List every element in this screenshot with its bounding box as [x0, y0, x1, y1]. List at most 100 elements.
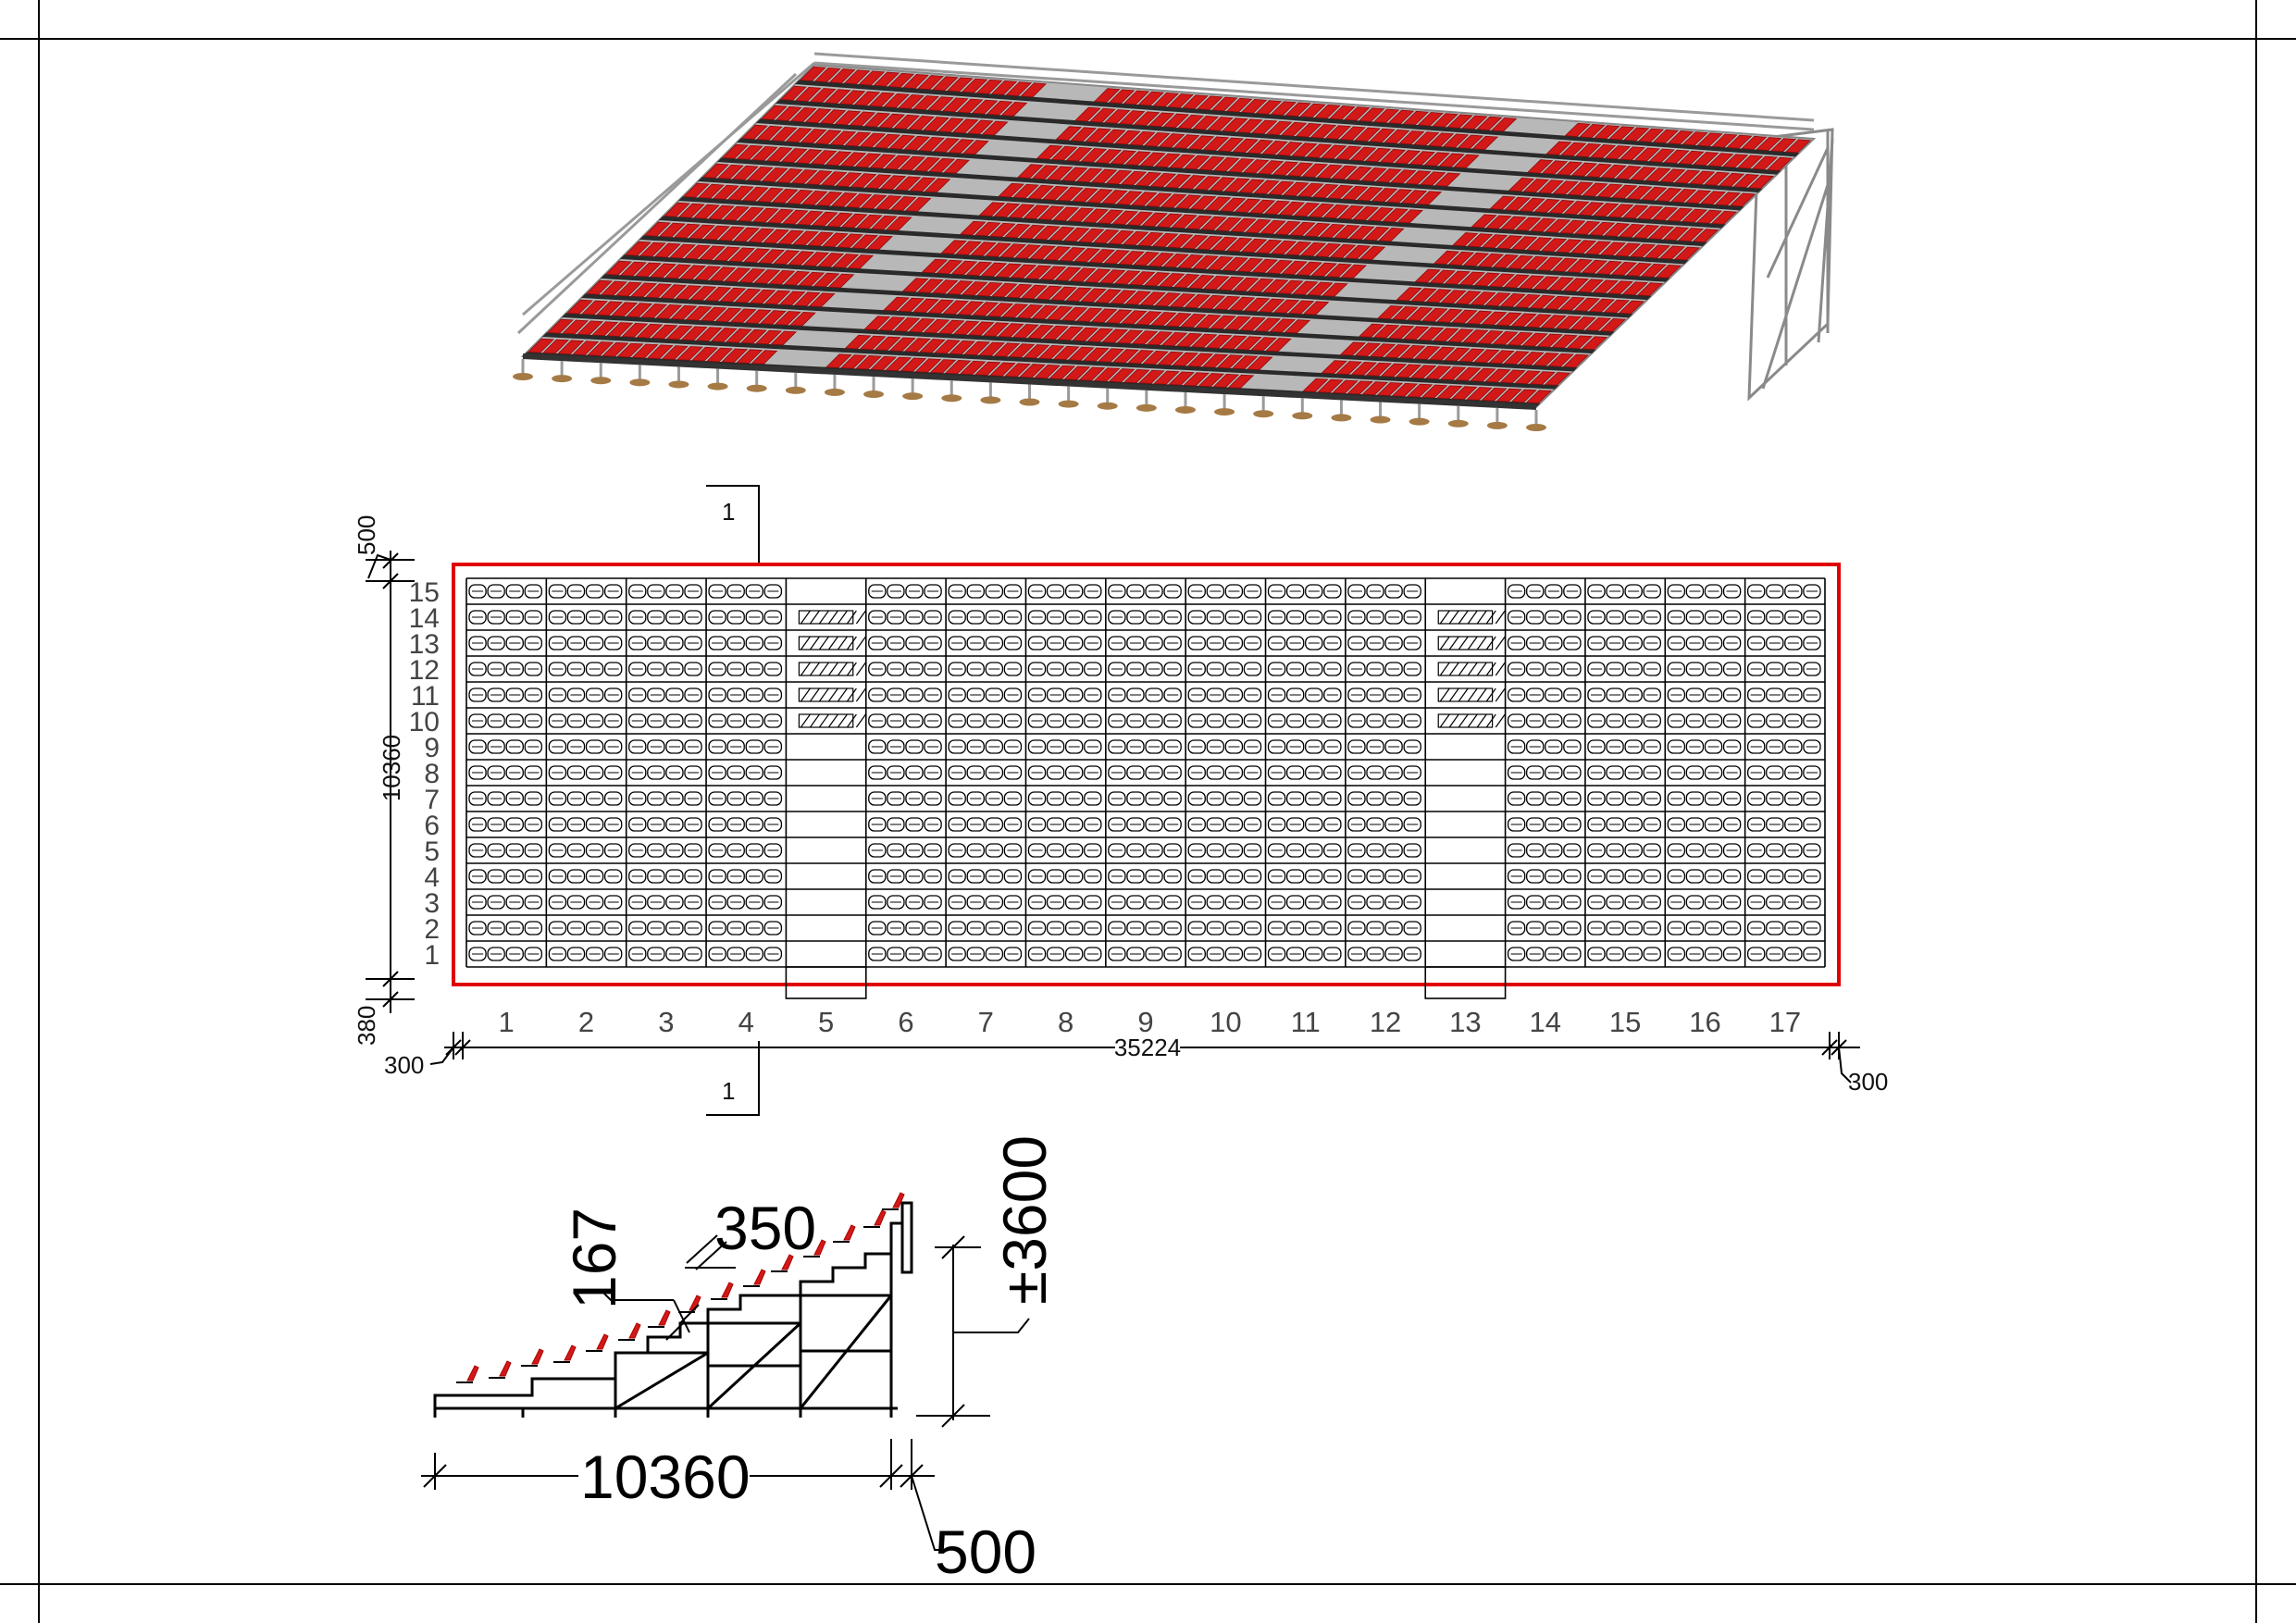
render-seat [789, 311, 816, 327]
section-seat [892, 1192, 905, 1208]
render-seat [1621, 281, 1649, 296]
seat [1347, 843, 1366, 858]
seat [1507, 636, 1526, 650]
seat [1587, 791, 1606, 806]
seat [966, 921, 985, 935]
seat [1766, 713, 1784, 728]
seat [763, 895, 783, 910]
seat [1606, 713, 1624, 728]
seat [1126, 713, 1145, 728]
render-seat [1093, 367, 1121, 382]
render-seat [918, 136, 945, 152]
render-seat [1485, 215, 1512, 229]
render-seat [755, 125, 783, 141]
render-seat [1599, 242, 1627, 256]
render-seat [1084, 268, 1111, 283]
seat [1027, 947, 1047, 961]
render-seat [1054, 266, 1082, 281]
render-seat [1269, 318, 1297, 333]
seat [1285, 584, 1305, 599]
render-seat [1533, 276, 1559, 291]
render-seat [971, 99, 999, 115]
render-seat [1438, 153, 1465, 167]
seat [1305, 610, 1323, 625]
foot-plate [863, 390, 885, 399]
render-seat [1327, 184, 1354, 200]
seat [966, 895, 985, 910]
render-seat [1481, 387, 1508, 402]
render-seat [1120, 310, 1148, 325]
seat [887, 817, 905, 832]
seat [763, 688, 783, 702]
seat [1746, 843, 1766, 858]
render-seat [1394, 150, 1421, 165]
seat [1163, 610, 1182, 625]
seat [868, 765, 887, 780]
seat [924, 610, 942, 625]
render-seat [1090, 168, 1118, 184]
seat [1784, 688, 1803, 702]
render-seat [863, 112, 891, 128]
seat [708, 765, 726, 780]
seat [1027, 739, 1047, 754]
render-seat [1059, 247, 1086, 262]
render-seat [1050, 145, 1078, 161]
render-seat [1559, 219, 1586, 234]
render-seat [1551, 334, 1578, 349]
render-seat [1250, 337, 1277, 352]
render-seat [850, 173, 877, 189]
render-seat [1677, 228, 1705, 242]
render-seat [1157, 351, 1185, 365]
seat [1563, 584, 1582, 599]
render-seat [1105, 169, 1133, 185]
seat [745, 713, 763, 728]
seat [603, 688, 623, 702]
render-seat [768, 269, 796, 285]
seat [524, 817, 543, 832]
render-seat [636, 323, 664, 339]
seat [585, 791, 604, 806]
render-seat [970, 242, 997, 256]
seat [1526, 713, 1545, 728]
render-seat [1111, 210, 1139, 225]
column-label: 6 [898, 1006, 913, 1038]
seat [1347, 713, 1366, 728]
seat [1766, 869, 1784, 884]
render-seat [1255, 239, 1283, 254]
render-seat [1307, 281, 1334, 296]
render-seat [878, 316, 906, 331]
seat [763, 739, 783, 754]
render-seat [692, 204, 720, 219]
render-seat [1216, 354, 1244, 369]
render-seat [1467, 233, 1494, 248]
render-seat [596, 301, 624, 316]
render-seat [1072, 188, 1098, 203]
seat [585, 739, 604, 754]
render-seat [815, 192, 843, 206]
render-seat [665, 325, 693, 341]
seat [487, 610, 505, 625]
render-seat [993, 342, 1021, 357]
column-label: 13 [1449, 1006, 1481, 1038]
seat [1187, 636, 1206, 650]
seat [1285, 869, 1305, 884]
seat [1027, 610, 1047, 625]
seat [1643, 843, 1661, 858]
render-seat [1440, 290, 1467, 304]
seat [1084, 947, 1102, 961]
seat [1507, 765, 1526, 780]
render-seat [1074, 106, 1101, 122]
aisle-hatch [798, 636, 866, 650]
render-seat [1529, 294, 1556, 309]
render-seat [1367, 207, 1394, 222]
render-seat [1037, 205, 1065, 220]
seat [1722, 610, 1742, 625]
render-seat [959, 360, 987, 376]
seat [1084, 765, 1102, 780]
column-label: 4 [738, 1006, 754, 1038]
seat [1685, 584, 1705, 599]
seat [924, 584, 942, 599]
render-seat [888, 134, 916, 150]
render-seat [1626, 185, 1653, 200]
render-seat [1496, 235, 1523, 250]
